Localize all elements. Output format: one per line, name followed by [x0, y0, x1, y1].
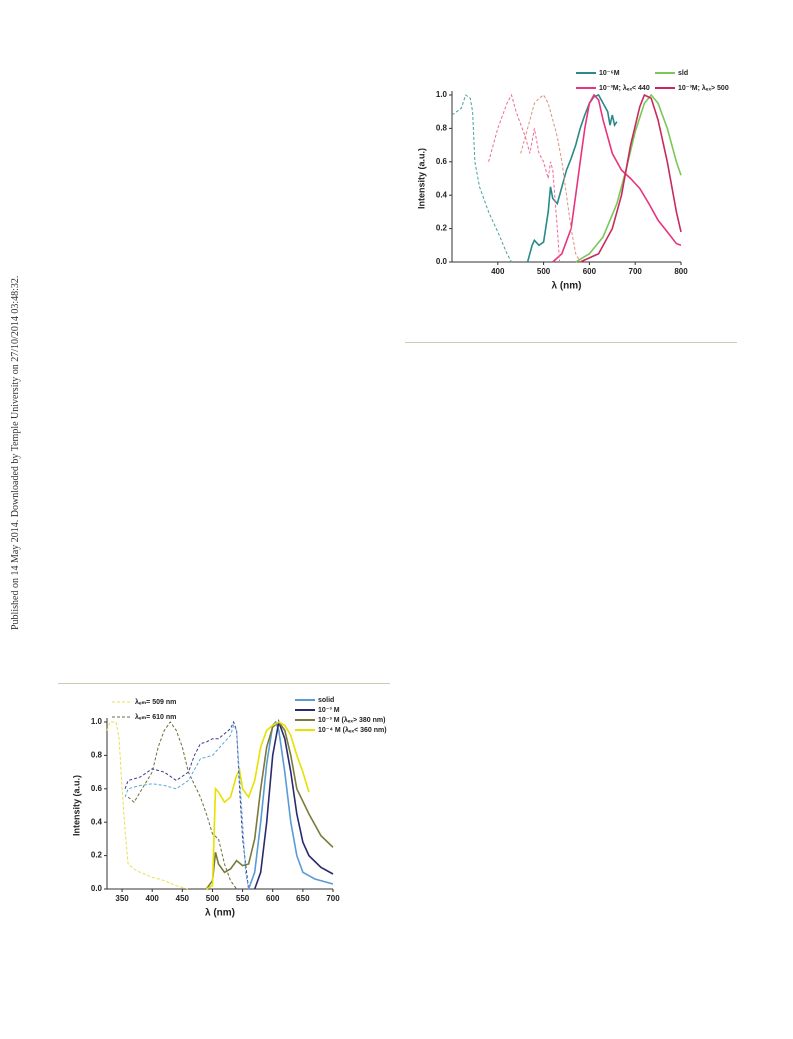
x-tick-label: 700: [326, 894, 340, 903]
legend-label: solid: [318, 697, 334, 704]
chart: 0.0 0.2 0.4 0.6 0.8 1.0 400 500 600 700 800 λ (nm) I…: [416, 70, 728, 292]
y-axis-label: Intensity (a.u.): [416, 148, 426, 209]
legend-label: 10⁻³ M: [318, 707, 340, 714]
series-line: [552, 93, 682, 263]
x-tick-label: 350: [115, 894, 129, 903]
y-tick-label: 1.0: [436, 90, 448, 99]
legend-label: λₑₘ= 610 nm: [135, 713, 176, 721]
x-axis-label: λ (nm): [205, 908, 235, 919]
legend-label: sld: [678, 70, 688, 77]
x-tick-label: 500: [537, 267, 551, 276]
y-tick-label: 0.8: [436, 124, 448, 133]
x-tick-label: 500: [206, 894, 220, 903]
y-tick-label: 1.0: [91, 717, 103, 726]
series-line: [124, 724, 250, 890]
x-tick-label: 600: [266, 894, 280, 903]
y-tick-label: 0.0: [91, 884, 103, 893]
x-tick-label: 550: [236, 894, 250, 903]
series-line: [124, 720, 250, 890]
series-line: [520, 94, 581, 263]
legend-label: 10⁻⁴ M (λₑₓ< 360 nm): [318, 726, 387, 734]
series-line: [205, 720, 334, 890]
y-tick-label: 0.2: [436, 224, 448, 233]
series-line: [579, 93, 682, 263]
y-axis-label: Intensity (a.u.): [71, 775, 81, 836]
rule: [58, 683, 390, 684]
x-tick-label: 650: [296, 894, 310, 903]
chart: 0.0 0.2 0.4 0.6 0.8 1.0 350 400 450 500 550 600 650 7…: [71, 697, 386, 919]
series-line: [247, 720, 334, 890]
y-tick-label: 0.6: [436, 157, 448, 166]
y-tick-label: 0.8: [91, 751, 103, 760]
legend-label: 10⁻³M; λₑₓ< 440: [599, 84, 650, 92]
series-line: [451, 94, 512, 263]
legend-label: 10⁻³ M (λₑₓ> 380 nm): [318, 716, 385, 724]
legend-label: 10⁻³M; λₑₓ> 500: [678, 84, 729, 92]
rule: [405, 342, 737, 343]
series-line: [575, 93, 682, 263]
series-line: [488, 93, 561, 263]
y-tick-label: 0.0: [436, 257, 448, 266]
series-line: [253, 718, 334, 890]
x-tick-label: 800: [674, 267, 688, 276]
y-tick-label: 0.4: [436, 190, 448, 199]
x-tick-label: 700: [629, 267, 643, 276]
x-tick-label: 400: [491, 267, 505, 276]
legend-label: 10⁻⁶M: [599, 70, 620, 77]
y-tick-label: 0.2: [91, 851, 103, 860]
x-axis-label: λ (nm): [552, 281, 582, 292]
x-tick-label: 600: [583, 267, 597, 276]
series-line: [526, 94, 618, 263]
x-tick-label: 450: [176, 894, 190, 903]
series-line: [206, 721, 310, 890]
legend-label: λₑₘ= 509 nm: [135, 698, 176, 706]
y-tick-label: 0.4: [91, 817, 103, 826]
y-tick-label: 0.6: [91, 784, 103, 793]
series-line: [127, 721, 238, 890]
x-tick-label: 400: [146, 894, 160, 903]
series-line: [106, 721, 189, 890]
